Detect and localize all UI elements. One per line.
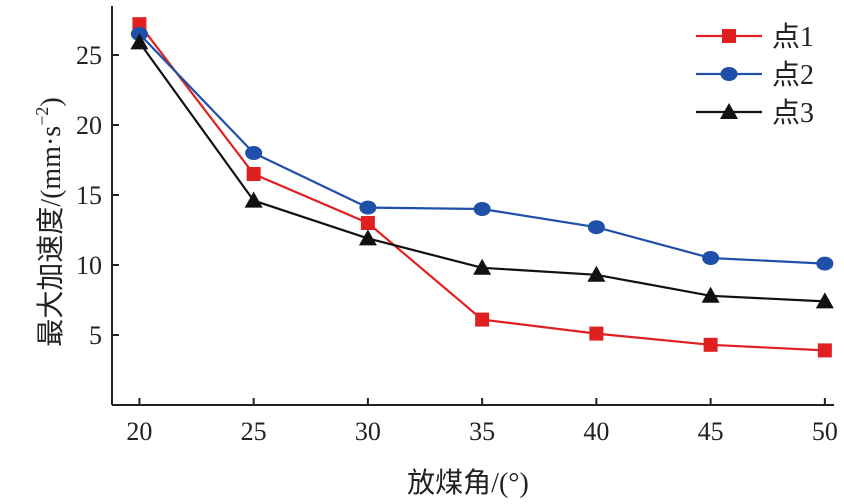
legend-marker [722, 29, 736, 43]
series-1-point [475, 312, 490, 327]
plot-area [111, 6, 834, 406]
y-tick-label: 20 [76, 111, 102, 140]
series-3-point [701, 286, 720, 303]
x-axis-title: 放煤角/(°) [407, 467, 529, 499]
series-2-point [473, 202, 491, 216]
y-tick-label: 10 [76, 251, 102, 280]
series-3-point [244, 191, 263, 208]
x-tick-label: 40 [583, 417, 609, 446]
legend-label: 点3 [772, 98, 814, 129]
series-layer [130, 17, 834, 358]
series-2-point [587, 220, 605, 235]
series-2-point [816, 256, 834, 271]
legend-label: 点1 [772, 22, 814, 53]
series-3-point [358, 229, 377, 246]
series-1-point [817, 343, 832, 358]
y-tick-label: 15 [76, 181, 102, 210]
y-axis-title: 最大加速度/(mm·s−2) [32, 97, 67, 346]
series-1-point [360, 216, 375, 230]
y-axis-title-main: 最大加速度/(mm·s [35, 126, 67, 347]
legend-label: 点2 [772, 60, 814, 91]
legend-item-1: 点1 [696, 22, 814, 53]
series-1-point [246, 167, 261, 181]
series-3-point [130, 33, 149, 50]
series-3 [130, 33, 834, 309]
legend-item-2: 点2 [696, 60, 814, 91]
series-3-point [815, 292, 834, 309]
y-axis-title-exponent: −2 [32, 107, 52, 126]
x-tick-label: 50 [812, 417, 838, 446]
y-tick-label: 5 [89, 321, 102, 350]
series-2-point [359, 200, 377, 215]
series-2-line [138, 33, 825, 265]
series-3-point [473, 258, 492, 275]
x-tick-label: 25 [241, 417, 267, 446]
y-axis: 5 10 15 20 25 [76, 41, 119, 350]
x-tick-label: 20 [126, 417, 152, 446]
x-tick-label: 30 [355, 417, 381, 446]
y-axis-title-close: ) [36, 97, 67, 106]
x-tick-label: 35 [469, 417, 495, 446]
series-1-point [589, 326, 604, 341]
x-axis: 20 25 30 35 40 45 50 [126, 398, 838, 446]
legend-marker [720, 103, 738, 119]
series-1-point [703, 337, 718, 352]
series-2 [130, 27, 834, 271]
series-3-point [587, 265, 606, 282]
series-2-point [702, 251, 720, 265]
legend-item-3: 点3 [696, 98, 814, 129]
legend: 点1 点2 点3 [696, 22, 814, 129]
x-tick-label: 45 [698, 417, 724, 446]
series-1 [132, 17, 832, 358]
y-tick-label: 25 [76, 41, 102, 70]
series-2-point [245, 146, 263, 160]
legend-marker [720, 67, 738, 81]
